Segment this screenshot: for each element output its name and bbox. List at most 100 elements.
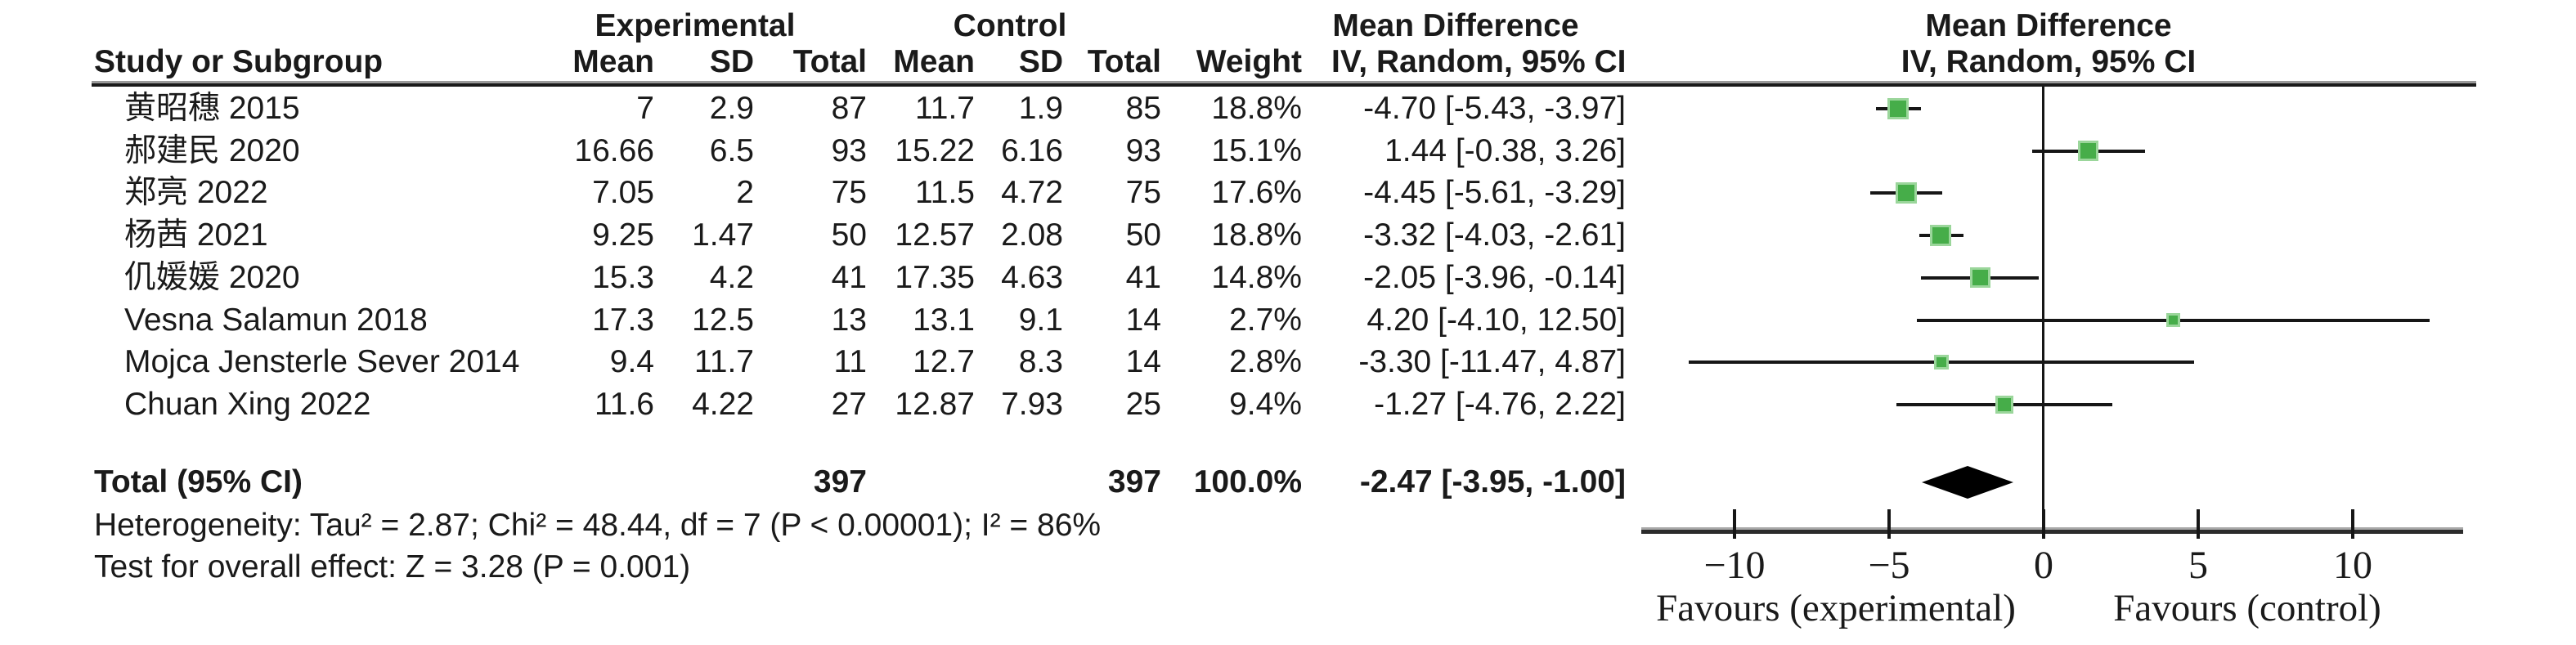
ctrl-sd-cell: 4.72 [1001, 175, 1063, 210]
ctrl-total-cell: 41 [1125, 260, 1161, 295]
ctrl-sd-cell: 1.9 [1018, 91, 1063, 126]
ctrl-mean-cell: 12.87 [895, 387, 975, 422]
axis-tick [1887, 509, 1891, 539]
effect-square [2080, 143, 2096, 159]
ctrl-total-cell: 50 [1125, 217, 1161, 253]
ci-text-cell: -2.05 [-3.96, -0.14] [1363, 260, 1626, 295]
ctrl-mean-cell: 12.7 [913, 344, 975, 379]
exp-mean-cell: 9.25 [592, 217, 654, 253]
exp-total-cell: 13 [831, 302, 867, 338]
weight-cell: 15.1% [1211, 133, 1302, 168]
weight-cell: 2.8% [1229, 344, 1302, 379]
experimental-group-header: Experimental [595, 8, 796, 43]
ctrl-sd-header: SD [1018, 44, 1063, 79]
exp-mean-cell: 7.05 [592, 175, 654, 210]
exp-total-header: Total [792, 44, 867, 79]
total-ctrl-total: 397 [1107, 464, 1161, 499]
overall-effect-text: Test for overall effect: Z = 3.28 (P = 0… [94, 549, 691, 585]
ctrl-mean-cell: 17.35 [895, 260, 975, 295]
ctrl-total-header: Total [1087, 44, 1161, 79]
zero-effect-line [2042, 87, 2044, 531]
total-weight: 100.0% [1193, 464, 1302, 499]
ctrl-sd-cell: 7.93 [1001, 387, 1063, 422]
exp-mean-cell: 11.6 [594, 387, 654, 422]
axis-tick-label: 5 [2188, 544, 2208, 587]
exp-total-cell: 50 [831, 217, 867, 253]
exp-sd-cell: 4.22 [692, 387, 754, 422]
exp-sd-header: SD [709, 44, 754, 79]
exp-sd-cell: 1.47 [692, 217, 754, 253]
exp-total-cell: 75 [831, 175, 867, 210]
weight-cell: 9.4% [1229, 387, 1302, 422]
mean-difference-column-header: Mean Difference [1332, 8, 1579, 43]
control-group-header: Control [953, 8, 1067, 43]
ci-text-cell: -4.70 [-5.43, -3.97] [1363, 91, 1626, 126]
ctrl-total-cell: 25 [1125, 387, 1161, 422]
exp-sd-cell: 2.9 [709, 91, 754, 126]
effect-square [2169, 316, 2178, 325]
ctrl-sd-cell: 9.1 [1018, 302, 1063, 338]
study-name-cell: Chuan Xing 2022 [124, 387, 371, 422]
study-name-cell: 杨茜 2021 [124, 217, 268, 253]
axis-tick [1733, 509, 1736, 539]
weight-cell: 18.8% [1211, 217, 1302, 253]
exp-mean-cell: 17.3 [592, 302, 654, 338]
ctrl-mean-cell: 11.7 [914, 91, 975, 126]
ctrl-sd-cell: 4.63 [1001, 260, 1063, 295]
effect-square [1936, 357, 1946, 367]
heterogeneity-text: Heterogeneity: Tau² = 2.87; Chi² = 48.44… [94, 508, 1102, 543]
axis-tick-label: −5 [1868, 544, 1910, 587]
axis-tick-label: 10 [2333, 544, 2372, 587]
exp-sd-cell: 6.5 [709, 133, 754, 168]
exp-mean-cell: 15.3 [592, 260, 654, 295]
study-name-cell: Vesna Salamun 2018 [124, 302, 428, 338]
exp-sd-cell: 4.2 [709, 260, 754, 295]
ctrl-mean-header: Mean [893, 44, 975, 79]
effect-square [1890, 101, 1906, 117]
axis-tick [2197, 509, 2200, 539]
exp-sd-cell: 11.7 [693, 344, 754, 379]
weight-header: Weight [1196, 44, 1302, 79]
total-label: Total (95% CI) [94, 464, 303, 499]
axis-tick [2042, 509, 2045, 539]
ctrl-sd-cell: 2.08 [1001, 217, 1063, 253]
pooled-effect-diamond [1922, 466, 2013, 499]
ci-text-column-header: IV, Random, 95% CI [1331, 44, 1627, 79]
ctrl-sd-cell: 8.3 [1018, 344, 1063, 379]
ctrl-total-cell: 75 [1125, 175, 1161, 210]
exp-total-cell: 11 [833, 344, 868, 379]
header-rule-shadow [92, 81, 2476, 83]
ctrl-total-cell: 93 [1125, 133, 1161, 168]
effect-square [1932, 227, 1949, 244]
exp-total-cell: 41 [831, 260, 867, 295]
exp-mean-cell: 16.66 [574, 133, 654, 168]
mean-difference-plot-header: Mean Difference [1925, 8, 2172, 43]
axis-tick-label: −10 [1703, 544, 1766, 587]
ctrl-total-cell: 14 [1125, 344, 1161, 379]
axis-tick [2351, 509, 2354, 539]
exp-total-cell: 27 [831, 387, 867, 422]
ci-text-cell: 1.44 [-0.38, 3.26] [1384, 133, 1626, 168]
exp-sd-cell: 2 [736, 175, 754, 210]
header-rule [92, 83, 2476, 87]
exp-total-cell: 87 [831, 91, 867, 126]
exp-mean-cell: 7 [636, 91, 654, 126]
ctrl-mean-cell: 13.1 [913, 302, 975, 338]
ci-text-cell: -1.27 [-4.76, 2.22] [1374, 387, 1626, 422]
ci-text-cell: -4.45 [-5.61, -3.29] [1363, 175, 1626, 210]
ci-text-cell: -3.30 [-11.47, 4.87] [1358, 344, 1626, 379]
weight-cell: 2.7% [1229, 302, 1302, 338]
favours-control-label: Favours (control) [2113, 587, 2381, 629]
exp-mean-cell: 9.4 [609, 344, 654, 379]
weight-cell: 14.8% [1211, 260, 1302, 295]
effect-square [1898, 185, 1914, 201]
exp-sd-cell: 12.5 [692, 302, 754, 338]
ctrl-total-cell: 85 [1125, 91, 1161, 126]
study-name-cell: 黄昭穗 2015 [124, 91, 300, 126]
x-axis-line [1641, 530, 2463, 534]
effect-square [1972, 270, 1988, 285]
effect-square [1998, 398, 2011, 411]
ctrl-total-cell: 14 [1125, 302, 1161, 338]
study-name-cell: 郝建民 2020 [124, 133, 300, 168]
